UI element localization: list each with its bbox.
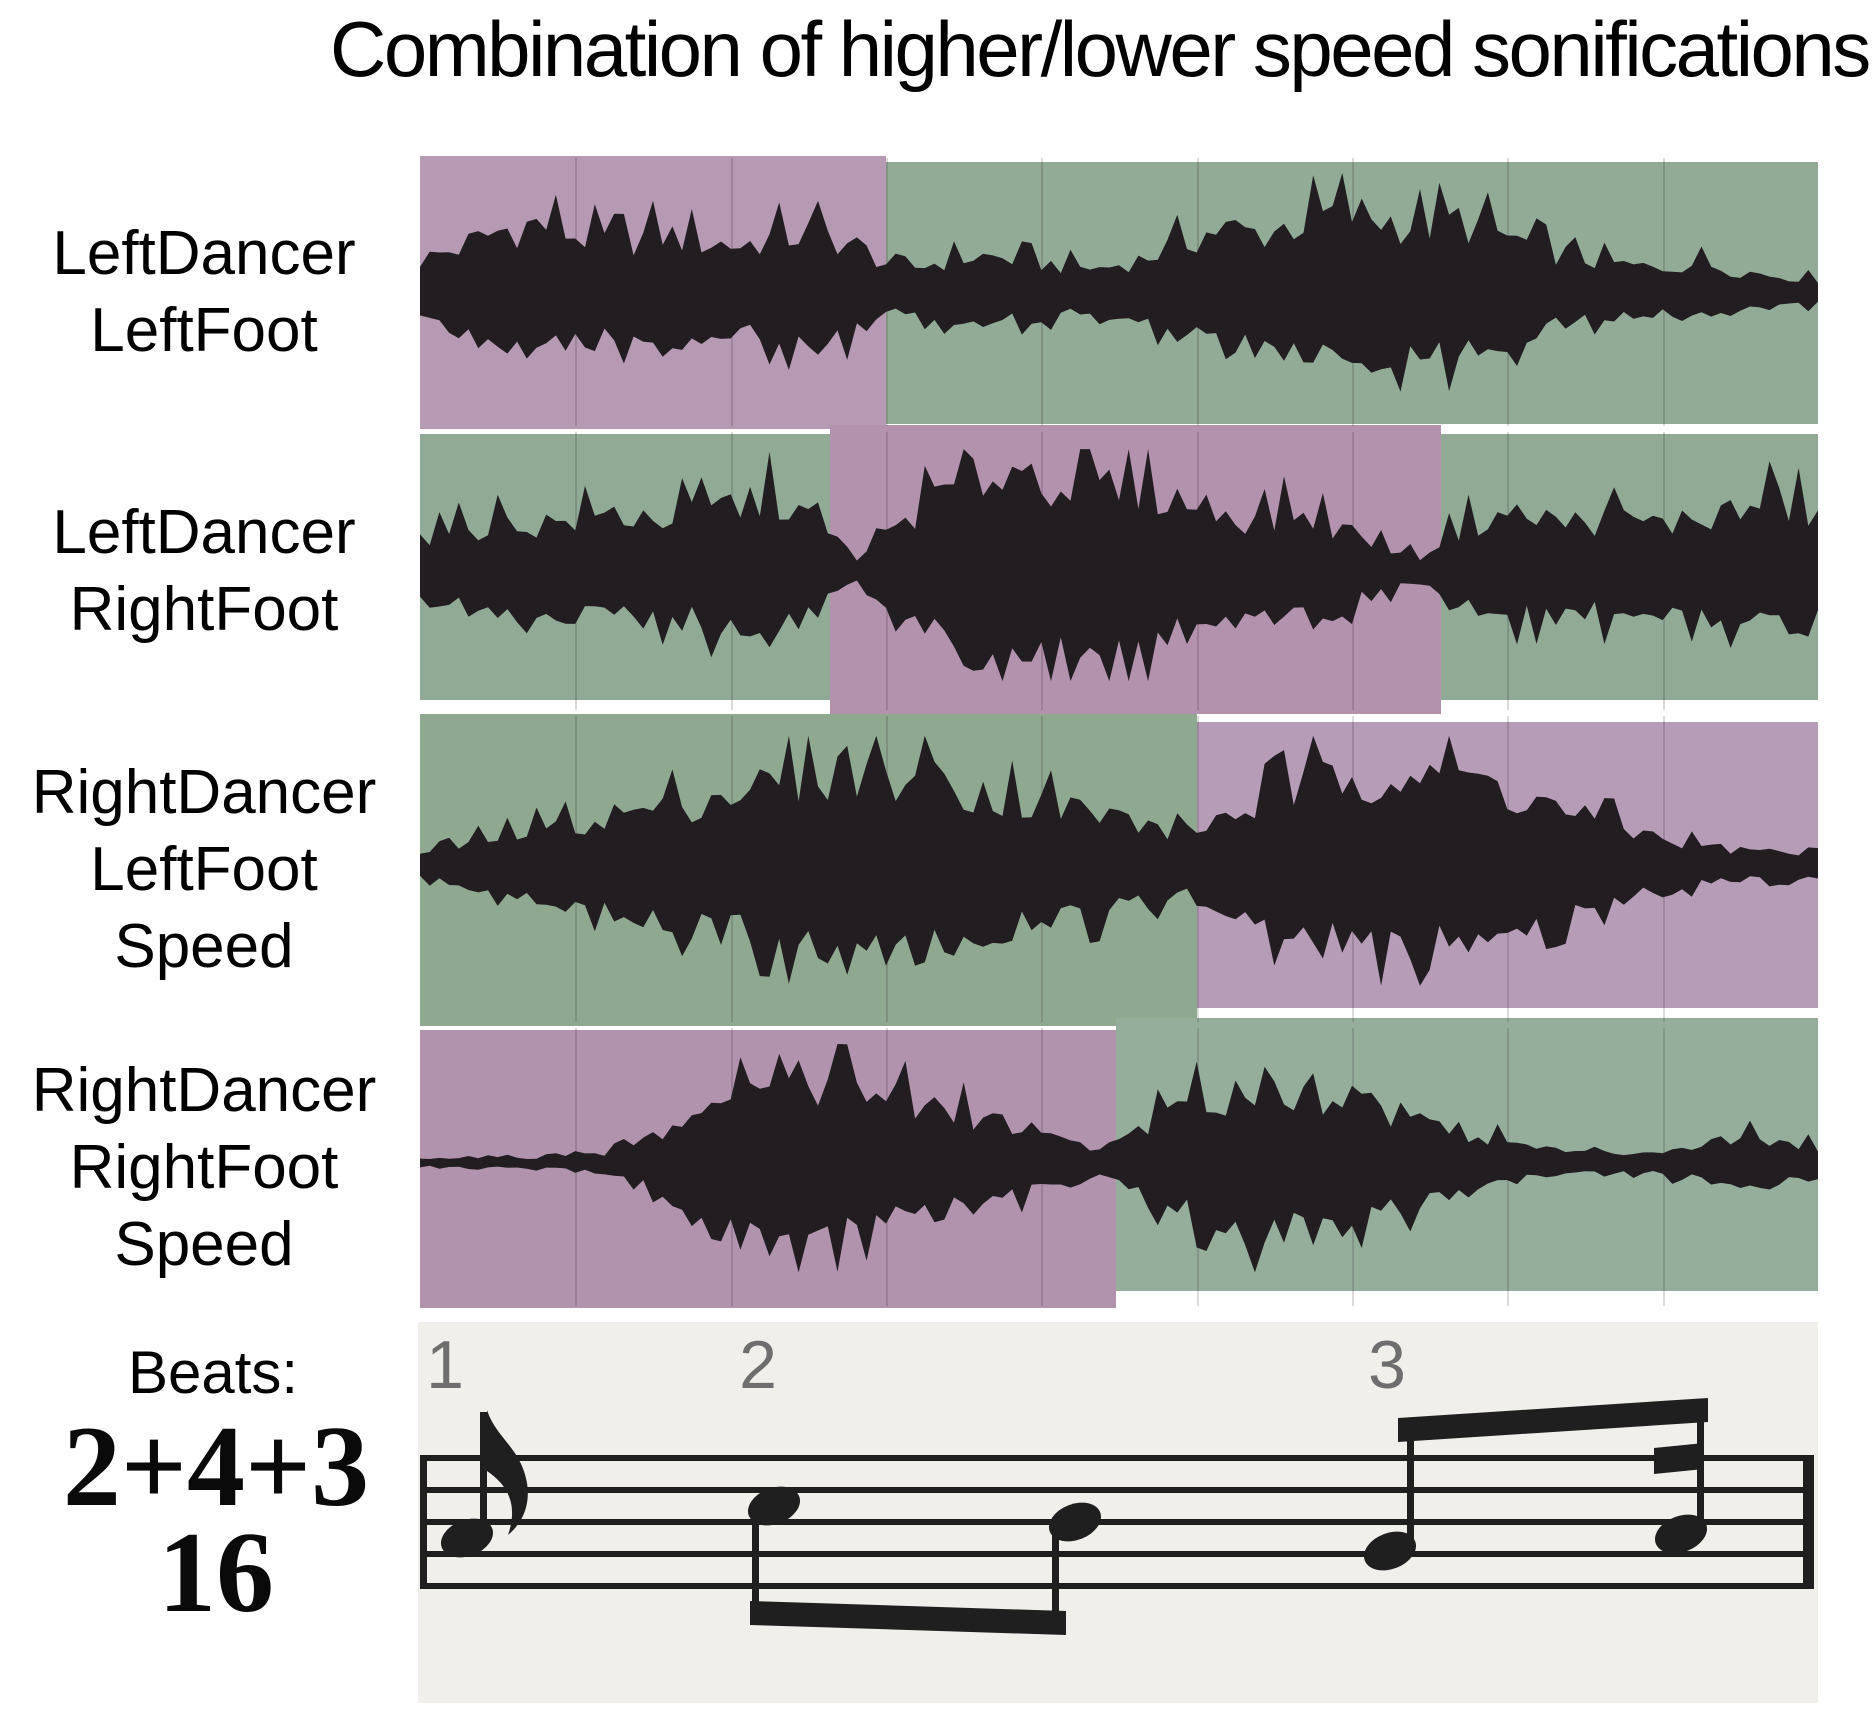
score-background-panel xyxy=(418,1322,1818,1703)
time-signature-unit: 16 xyxy=(158,1509,274,1637)
track-label-right-dancer-right-foot-speed: RightDancer RightFoot Speed xyxy=(31,1055,377,1279)
waveform xyxy=(420,735,1818,986)
time-signature: 2+4+3 16 xyxy=(35,1403,397,1637)
track-label-right-dancer-left-foot-speed: RightDancer LeftFoot Speed xyxy=(31,757,377,981)
beat-number-3: 3 xyxy=(1368,1327,1406,1403)
time-signature-groups: 2+4+3 xyxy=(62,1403,370,1531)
track-label-left-dancer-left-foot: LeftDancer LeftFoot xyxy=(52,219,356,365)
beat-number-2: 2 xyxy=(739,1327,777,1403)
figure-title: Combination of higher/lower speed sonifi… xyxy=(330,5,1871,93)
beat-number-1: 1 xyxy=(426,1327,464,1403)
track-label-left-dancer-right-foot: LeftDancer RightFoot xyxy=(52,498,356,644)
waveform xyxy=(420,449,1818,682)
beats-label: Beats: xyxy=(128,1339,299,1406)
waveform xyxy=(420,173,1818,392)
waveform xyxy=(420,1044,1818,1273)
